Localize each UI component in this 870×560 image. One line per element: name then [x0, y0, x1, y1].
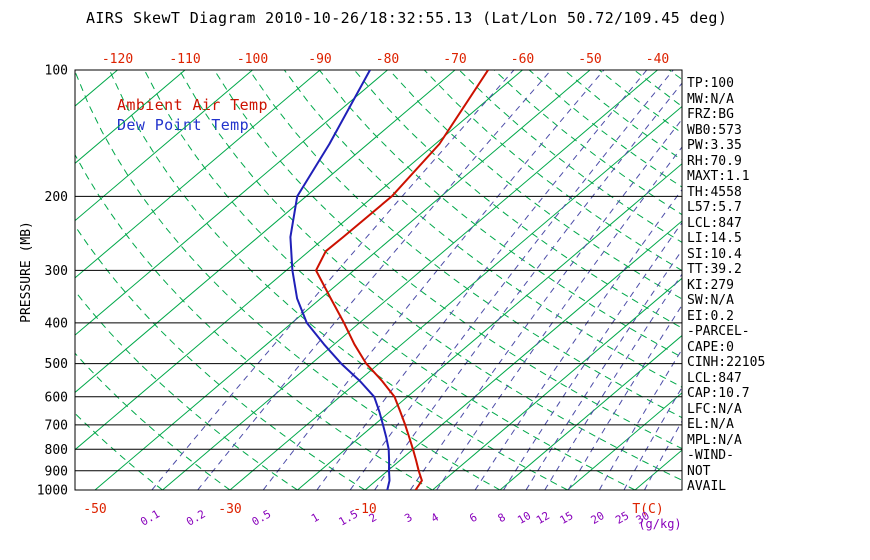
stat-line: EI:0.2: [687, 308, 734, 324]
temperature-curve: [315, 70, 489, 490]
svg-text:200: 200: [45, 190, 68, 205]
svg-text:30: 30: [634, 509, 652, 527]
svg-text:800: 800: [45, 443, 68, 458]
svg-text:500: 500: [45, 357, 68, 372]
svg-text:-10: -10: [353, 502, 376, 517]
stat-line: AVAIL: [687, 479, 727, 494]
svg-text:-30: -30: [218, 502, 241, 517]
svg-text:4: 4: [429, 510, 442, 525]
svg-text:-50: -50: [83, 502, 106, 517]
bottom-temp-labels: -50 -30 -10: [83, 502, 376, 517]
svg-text:300: 300: [45, 264, 68, 279]
stat-line: EL:N/A: [687, 417, 734, 432]
stat-line: MAXT:1.1: [687, 169, 750, 184]
svg-text:900: 900: [45, 464, 68, 479]
svg-text:600: 600: [45, 390, 68, 405]
svg-text:3: 3: [402, 511, 414, 526]
svg-text:20: 20: [589, 509, 607, 527]
stat-line: CAPE:0: [687, 339, 734, 355]
svg-text:2: 2: [367, 511, 379, 526]
svg-text:0.1: 0.1: [138, 507, 162, 528]
stat-line: MPL:N/A: [687, 432, 742, 448]
stat-line: SW:N/A: [687, 293, 734, 308]
temp-unit-label: T(C): [632, 502, 663, 517]
stat-line: SI:10.4: [687, 246, 742, 262]
stat-line: TT:39.2: [687, 262, 742, 277]
mixing-unit-label: (g/kg): [638, 517, 681, 531]
stat-line: TP:100: [687, 76, 734, 91]
svg-text:-110: -110: [169, 52, 200, 67]
svg-text:-100: -100: [237, 52, 268, 67]
svg-text:12: 12: [534, 509, 552, 527]
svg-text:15: 15: [558, 509, 576, 527]
stat-line: CINH:22105: [687, 355, 766, 370]
stat-line: LCL:847: [687, 370, 742, 386]
stat-line: CAP:10.7: [687, 386, 750, 401]
stat-line: TH:4558: [687, 184, 742, 200]
stat-line: KI:279: [687, 277, 734, 293]
plot-frame: [74, 69, 683, 491]
stat-line: WB0:573: [687, 122, 742, 138]
svg-text:-40: -40: [646, 52, 669, 67]
dry-adiabat-lines: [75, 70, 682, 490]
mixing-ratio-lines: [151, 70, 682, 490]
stat-line: FRZ:BG: [687, 107, 734, 122]
legend-ambient-air-temp: Ambient Air Temp: [117, 96, 268, 114]
svg-text:1000: 1000: [37, 484, 68, 499]
svg-text:6: 6: [467, 511, 479, 526]
svg-text:-70: -70: [443, 52, 466, 67]
svg-text:0.5: 0.5: [250, 507, 274, 528]
svg-text:-50: -50: [578, 52, 601, 67]
svg-text:400: 400: [45, 316, 68, 331]
grid-lines: [75, 70, 682, 490]
svg-text:100: 100: [45, 64, 68, 79]
stat-line: LI:14.5: [687, 231, 742, 246]
svg-text:700: 700: [45, 418, 68, 433]
isotherm-lines: [75, 70, 682, 490]
svg-text:10: 10: [515, 509, 533, 527]
stat-line: NOT: [687, 463, 711, 479]
svg-text:-90: -90: [308, 52, 331, 67]
stat-line: L57:5.7: [687, 200, 742, 215]
svg-text:0.2: 0.2: [184, 507, 208, 528]
stat-line: RH:70.9: [687, 153, 742, 169]
chart-title: AIRS SkewT Diagram 2010-10-26/18:32:55.1…: [86, 9, 728, 27]
legend-dew-point-temp: Dew Point Temp: [117, 116, 250, 134]
svg-text:25: 25: [613, 509, 631, 527]
stat-line: LFC:N/A: [687, 401, 742, 417]
pressure-tick-labels: 100 200 300 400 500 600 700 800 900 1000: [37, 64, 68, 499]
svg-text:-120: -120: [102, 52, 133, 67]
dewpoint-curve: [289, 70, 391, 490]
svg-text:1: 1: [309, 511, 321, 526]
stat-line: MW:N/A: [687, 91, 734, 107]
stat-line: -PARCEL-: [687, 324, 750, 339]
stat-line: -WIND-: [687, 448, 734, 463]
pressure-axis-title: PRESSURE (MB): [19, 221, 34, 323]
stat-line: PW:3.35: [687, 138, 742, 153]
svg-text:-60: -60: [511, 52, 534, 67]
svg-text:-80: -80: [376, 52, 399, 67]
top-temp-labels: -120 -110 -100 -90 -80 -70 -60 -50 -40: [102, 52, 669, 67]
pressure-lines: [75, 69, 682, 491]
stat-line: LCL:847: [687, 215, 742, 231]
mixing-ratio-labels: 0.1 0.2 0.5 1 1.5 2 3 4 6 8 10 12 15 20 25 30: [138, 507, 651, 528]
stats-panel: TP:100 MW:N/A FRZ:BG WB0:573 PW:3.35 RH:70.9 M…: [687, 76, 765, 495]
svg-text:8: 8: [496, 511, 508, 526]
